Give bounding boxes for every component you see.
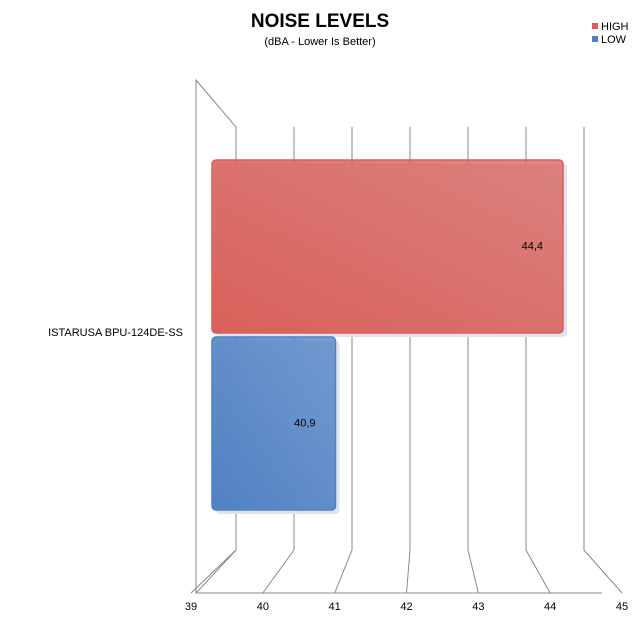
x-tick-label: 40 <box>257 601 269 613</box>
data-label: 44,4 <box>522 240 543 252</box>
bar <box>211 159 564 334</box>
x-tick-label: 39 <box>185 601 197 613</box>
x-tick-label: 42 <box>400 601 412 613</box>
y-tick-label: ISTARUSA BPU-124DE-SS <box>48 327 183 339</box>
legend-label: HIGH <box>601 21 629 33</box>
legend-swatch <box>592 23 598 29</box>
legend-swatch <box>592 36 598 42</box>
chart-title: NOISE LEVELS <box>251 11 389 32</box>
x-tick-label: 43 <box>472 601 484 613</box>
x-tick-label: 45 <box>616 601 628 613</box>
legend-label: LOW <box>601 34 627 46</box>
data-label: 40,9 <box>294 417 315 429</box>
grid-line <box>583 127 623 594</box>
chart-subtitle: (dBA - Lower Is Better) <box>264 36 375 48</box>
x-tick-label: 41 <box>329 601 341 613</box>
x-tick-label: 44 <box>544 601 556 613</box>
bar <box>211 336 337 511</box>
